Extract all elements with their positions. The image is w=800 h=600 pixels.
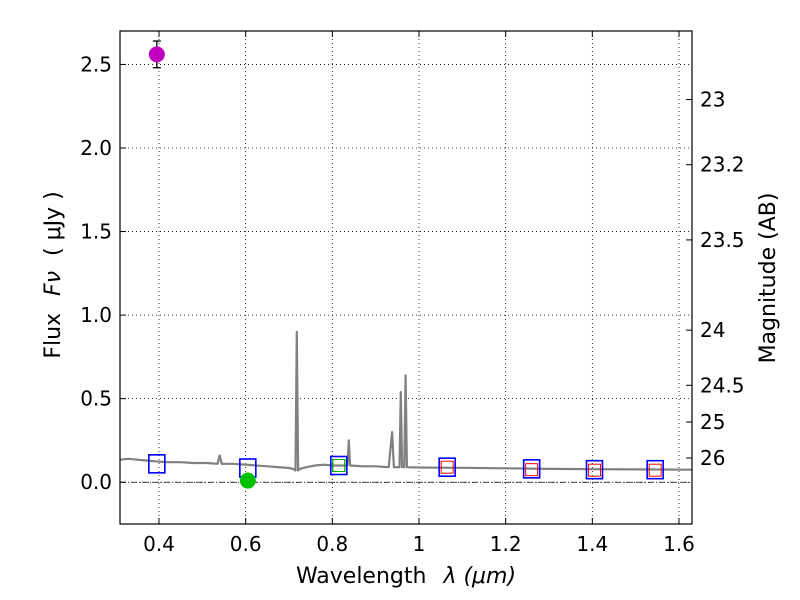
y-tick-label: 2.0 [80, 136, 112, 160]
model-photometry-marker [438, 457, 456, 477]
plot-data [119, 40, 693, 489]
model-photometry-marker [330, 455, 348, 476]
observed-flux-point [148, 46, 165, 63]
y-tick-label: 1.0 [80, 303, 112, 327]
magnitude-tick-label: 24 [700, 318, 725, 342]
magnitude-tick-label: 24.5 [700, 373, 745, 397]
x-tick-label: 0.4 [143, 532, 175, 556]
y-tick-label: 0.0 [80, 470, 112, 494]
filter-band-marker [648, 463, 662, 477]
filter-band-marker [588, 463, 601, 477]
filter-band-marker [525, 463, 539, 477]
x-tick-label: 1.6 [663, 532, 695, 556]
magnitude-tick-label: 23.5 [700, 228, 745, 252]
y-tick-label: 1.5 [80, 220, 112, 244]
model-photometry-marker [646, 459, 664, 480]
y-axis-label: Flux Fν ( μJy ) [41, 191, 66, 358]
axes: 0.4 0.6 0.8 1 1.2 1.4 1.6 0.0 0.5 1.0 1.5 2.0 2.5 23 2… [80, 31, 745, 556]
model-photometry-marker [148, 454, 166, 474]
y-tick-label: 2.5 [80, 52, 112, 76]
magnitude-tick-label: 23.2 [700, 153, 745, 177]
model-photometry-marker [585, 459, 604, 480]
x-tick-label: 1 [413, 532, 426, 556]
filter-band-marker [332, 459, 346, 473]
x-tick-label: 1.4 [576, 532, 608, 556]
filter-band-marker [440, 460, 454, 474]
x-axis-label-symbol: λ (μm) [442, 564, 516, 589]
y-axis-label-symbol: Fν [41, 271, 66, 296]
x-tick-label: 0.8 [316, 532, 348, 556]
y-tick-label: 0.5 [80, 387, 112, 411]
magnitude-tick-label: 25 [700, 410, 725, 434]
magnitude-axis-label: Magnitude (AB) [756, 193, 781, 364]
model-photometry-marker [522, 459, 541, 479]
x-tick-label: 0.6 [230, 532, 262, 556]
plot-frame [119, 30, 693, 525]
x-axis-label-text: Wavelength [296, 564, 427, 589]
magnitude-tick-label: 26 [700, 446, 725, 470]
y-axis-label-text: Flux [41, 313, 66, 359]
y-axis-label-unit: ( μJy ) [41, 191, 66, 256]
model-spectrum-line [119, 330, 693, 472]
x-tick-label: 1.2 [490, 532, 522, 556]
observed-flux-point [239, 472, 256, 489]
x-axis-label: Wavelength λ (μm) [296, 564, 516, 589]
magnitude-tick-label: 23 [700, 88, 725, 112]
